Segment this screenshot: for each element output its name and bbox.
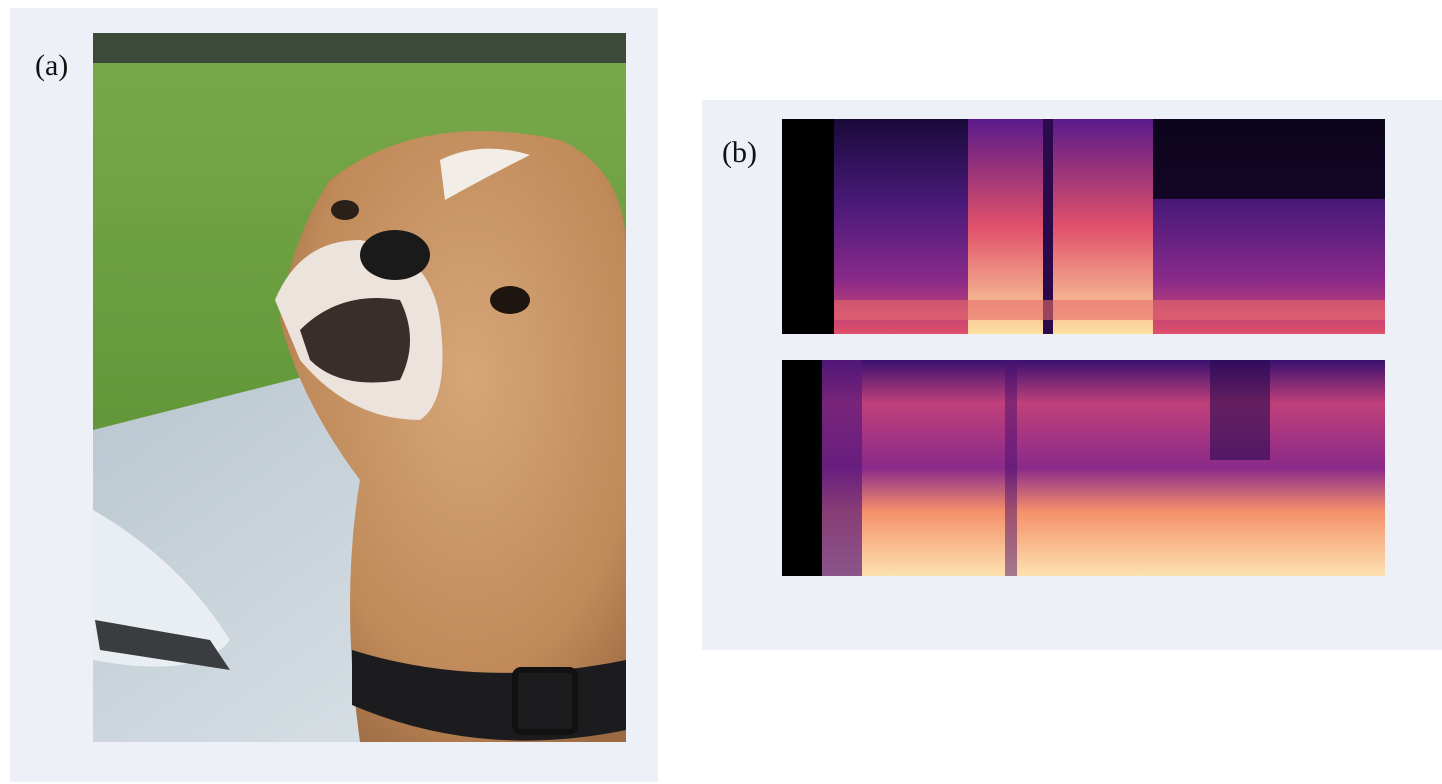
panel-label: (b) xyxy=(722,136,757,169)
page: (a) (b) (() => { const data = JSON.parse… xyxy=(0,0,1442,784)
dog-photo xyxy=(93,33,626,742)
spectrogram-bottom xyxy=(782,360,1385,576)
spectrogram-top xyxy=(782,119,1385,334)
panel-label: (a) xyxy=(35,49,68,82)
figure: (a) (b) xyxy=(0,0,1442,784)
